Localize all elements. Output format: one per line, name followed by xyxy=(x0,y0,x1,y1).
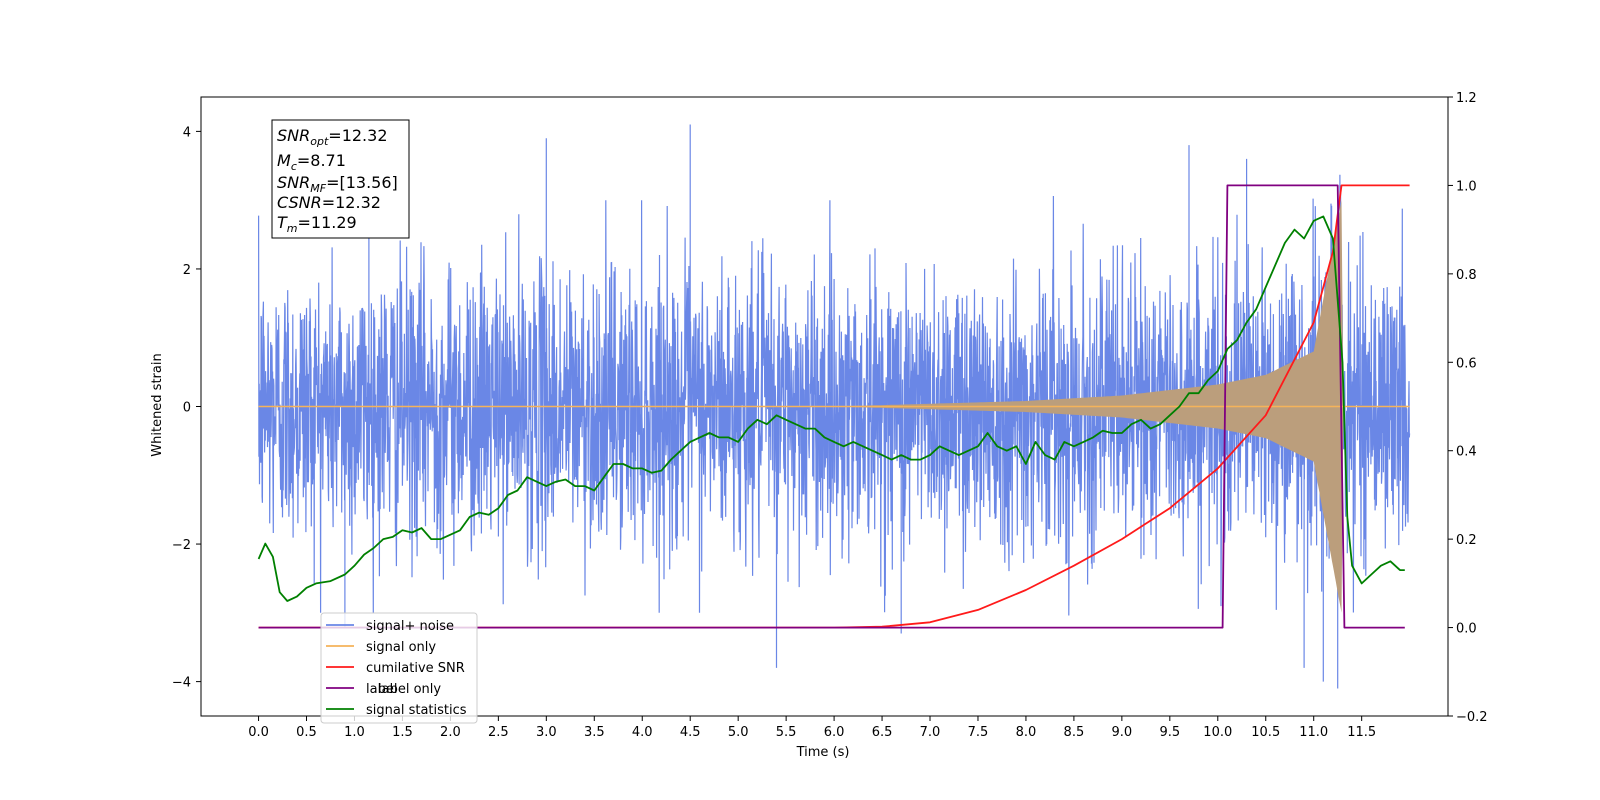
x-tick-label: 8.5 xyxy=(1064,725,1085,740)
x-tick-label: 9.0 xyxy=(1112,725,1133,740)
info-csnr: CSNR=12.32 xyxy=(277,193,381,212)
snr-mf-value: =[13.56] xyxy=(326,173,398,192)
info-tm: Tm=11.29 xyxy=(277,213,357,235)
legend-label-label: label xyxy=(366,682,397,697)
x-tick-label: 2.5 xyxy=(488,725,509,740)
y2-tick-label: 0.2 xyxy=(1456,533,1477,548)
x-tick-label: 1.5 xyxy=(392,725,413,740)
info-snr-mf: SNRMF=[13.56] xyxy=(277,173,398,195)
x-tick-label: 5.0 xyxy=(728,725,749,740)
y-tick-label: 2 xyxy=(183,263,191,278)
snr-mf-sub: MF xyxy=(310,182,326,195)
legend: signal+ noise signal only cumilative SNR la… xyxy=(320,612,478,724)
csnr-value: =12.32 xyxy=(322,193,381,212)
snr-opt-sub: opt xyxy=(310,135,329,148)
x-tick-label: 4.5 xyxy=(680,725,701,740)
x-axis-title: Time (s) xyxy=(796,745,850,760)
x-tick-label: 8.0 xyxy=(1016,725,1037,740)
y2-tick-label: 0.0 xyxy=(1456,622,1477,637)
legend-box xyxy=(320,612,478,724)
series-signal-noise-peaks xyxy=(344,124,1339,689)
snr-opt-value: =12.32 xyxy=(328,126,387,145)
x-tick-label: 2.0 xyxy=(440,725,461,740)
mc-value: =8.71 xyxy=(297,151,346,170)
x-tick-label: 7.5 xyxy=(968,725,989,740)
y-tick-label: 0 xyxy=(183,401,191,416)
y2-tick-label: 0.6 xyxy=(1456,356,1477,371)
x-tick-label: 11.0 xyxy=(1299,725,1328,740)
x-tick-label: 6.0 xyxy=(824,725,845,740)
axes: 0.0 0.5 1.0 1.5 2.0 2.5 3.0 3.5 4.0 4.5 5.0 5.5 6.0 6… xyxy=(172,91,1488,740)
y2-tick-label: −0.2 xyxy=(1456,710,1488,725)
y-tick-label: 4 xyxy=(183,125,191,140)
x-tick-label: 5.5 xyxy=(776,725,797,740)
y2-tick-label: 1.2 xyxy=(1456,91,1477,106)
y2-tick-label: 1.0 xyxy=(1456,179,1477,194)
mc-base: M xyxy=(277,151,291,170)
x-tick-label: 0.0 xyxy=(248,725,269,740)
y-tick-label: −4 xyxy=(172,676,191,691)
legend-cumulative-snr-label: cumilative SNR xyxy=(366,661,465,676)
mc-sub: c xyxy=(291,160,297,173)
legend-signal-only-label: signal only xyxy=(366,640,436,655)
x-tick-label: 9.5 xyxy=(1159,725,1180,740)
legend-signal-noise-label: signal+ noise xyxy=(366,619,454,634)
x-tick-label: 11.5 xyxy=(1347,725,1376,740)
y2-tick-label: 0.4 xyxy=(1456,445,1477,460)
info-snr-opt: SNRopt=12.32 xyxy=(277,126,388,148)
series-cumulative-snr xyxy=(258,184,1410,629)
y-axis-title: Whitened strain xyxy=(150,353,165,456)
tm-base: T xyxy=(277,213,288,232)
x-tick-label: 7.0 xyxy=(920,725,941,740)
y-tick-label: −2 xyxy=(172,538,191,553)
snr-opt-base: SNR xyxy=(277,126,310,145)
legend-signal-statistics-label: signal statistics xyxy=(366,703,467,718)
x-tick-label: 3.0 xyxy=(536,725,557,740)
info-box: SNRopt=12.32 Mc=8.71 SNRMF=[13.56] CSNR=… xyxy=(271,119,410,239)
tm-sub: m xyxy=(287,222,298,235)
csnr-base: CSNR xyxy=(277,193,322,212)
y2-tick-label: 0.8 xyxy=(1456,268,1477,283)
x-tick-label: 3.5 xyxy=(584,725,605,740)
info-mc: Mc=8.71 xyxy=(277,151,346,173)
series-signal-noise xyxy=(258,174,1411,616)
series-label xyxy=(258,184,1405,629)
x-tick-label: 4.0 xyxy=(632,725,653,740)
x-tick-label: 10.0 xyxy=(1203,725,1232,740)
x-tick-label: 1.0 xyxy=(344,725,365,740)
x-tick-label: 6.5 xyxy=(872,725,893,740)
tm-value: =11.29 xyxy=(298,213,357,232)
series-signal-statistics xyxy=(257,215,1405,602)
snr-mf-base: SNR xyxy=(277,173,310,192)
legend-label-only-label: label only xyxy=(378,682,441,697)
x-tick-label: 0.5 xyxy=(296,725,317,740)
plot-area xyxy=(257,124,1411,689)
x-tick-label: 10.5 xyxy=(1251,725,1280,740)
